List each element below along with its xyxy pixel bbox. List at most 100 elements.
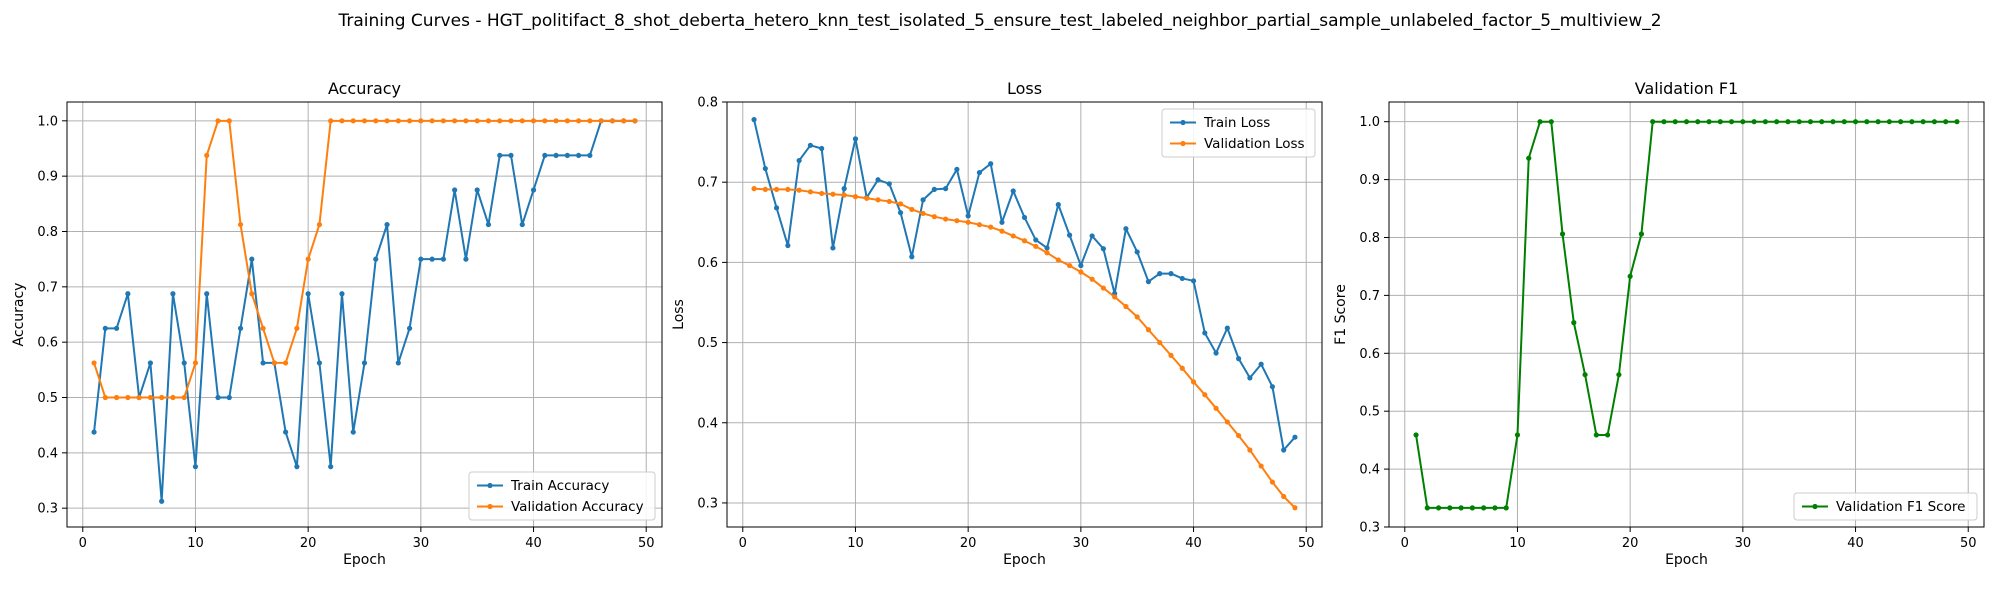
- legend-swatch-marker: [487, 482, 493, 489]
- data-point-train-loss: [785, 242, 791, 249]
- data-point-train-accuracy: [530, 187, 537, 193]
- y-tick-label: 0.3: [1359, 521, 1380, 536]
- data-point-train-accuracy: [587, 152, 593, 159]
- y-tick-label: 0.6: [37, 336, 58, 351]
- data-point-train-loss: [1190, 278, 1197, 284]
- data-point-validation-accuracy: [350, 118, 356, 124]
- x-tick-label: 30: [413, 536, 430, 551]
- data-point-validation-loss: [897, 201, 904, 207]
- data-point-validation-loss: [1112, 294, 1118, 300]
- data-point-train-loss: [1247, 375, 1253, 381]
- data-point-validation-loss: [1168, 352, 1174, 358]
- data-point-train-accuracy: [159, 498, 165, 504]
- axes-frame: [66, 101, 663, 528]
- data-point-train-loss: [1033, 237, 1039, 243]
- loss-panel: 0 10 20 30 40 50 0.3 0.4 0.5 0.6 0.7 0.8 Loss Epoch Lo…: [671, 79, 1323, 568]
- data-point-validation-accuracy: [564, 118, 570, 124]
- y-tick-label: 0.9: [37, 170, 58, 185]
- data-point-train-accuracy: [508, 152, 514, 159]
- data-point-validation-f1-score: [1661, 119, 1667, 125]
- data-point-validation-f1-score: [1886, 119, 1892, 125]
- legend-label-validation-accuracy: Validation Accuracy: [511, 499, 644, 515]
- data-point-train-loss: [897, 210, 904, 216]
- data-point-train-loss: [807, 142, 813, 148]
- x-tick-label: 20: [960, 536, 977, 551]
- data-point-train-loss: [1145, 279, 1152, 285]
- legend-swatch-marker: [1812, 503, 1818, 510]
- data-point-validation-f1-score: [1672, 119, 1678, 125]
- data-point-validation-accuracy: [361, 118, 368, 124]
- data-point-validation-accuracy: [181, 394, 187, 401]
- data-point-validation-accuracy: [440, 118, 446, 124]
- data-point-validation-f1-score: [1481, 505, 1487, 511]
- data-point-validation-accuracy: [113, 394, 120, 401]
- data-point-validation-f1-score: [1954, 119, 1960, 125]
- data-point-validation-loss: [1202, 392, 1208, 398]
- data-point-validation-f1-score: [1841, 119, 1847, 125]
- data-point-train-loss: [1224, 325, 1230, 331]
- data-point-validation-accuracy: [384, 118, 390, 124]
- data-point-validation-loss: [1281, 493, 1287, 500]
- y-tick-label: 0.5: [37, 391, 58, 406]
- data-point-train-accuracy: [429, 256, 435, 262]
- y-axis-label: F1 Score: [1333, 284, 1349, 345]
- data-point-train-loss: [796, 157, 802, 164]
- data-point-validation-loss: [841, 192, 847, 198]
- legend: Validation F1 Score: [1793, 492, 1978, 521]
- y-tick-label: 0.8: [697, 96, 718, 111]
- data-point-train-loss: [886, 181, 892, 187]
- data-point-train-accuracy: [361, 360, 368, 366]
- data-point-validation-loss: [976, 222, 983, 228]
- data-point-train-loss: [875, 177, 881, 183]
- data-point-validation-f1-score: [1458, 505, 1464, 511]
- data-point-validation-accuracy: [147, 394, 153, 401]
- data-point-validation-loss: [931, 214, 937, 220]
- legend-label-train-loss: Train Loss: [1203, 115, 1270, 131]
- y-tick-label: 0.3: [37, 502, 58, 517]
- data-point-validation-f1-score: [1650, 119, 1656, 125]
- data-point-validation-loss: [751, 186, 757, 192]
- data-point-validation-accuracy: [609, 118, 616, 124]
- data-point-train-loss: [988, 161, 994, 167]
- data-point-train-loss: [943, 186, 949, 192]
- data-point-validation-f1-score: [1526, 155, 1532, 161]
- data-point-validation-accuracy: [339, 118, 345, 124]
- data-point-validation-f1-score: [1717, 119, 1723, 125]
- data-point-train-accuracy: [463, 256, 469, 262]
- data-point-train-accuracy: [339, 291, 345, 297]
- data-point-train-loss: [1258, 361, 1264, 367]
- data-point-validation-loss: [1190, 379, 1197, 385]
- data-point-validation-loss: [830, 191, 836, 197]
- data-point-validation-accuracy: [226, 118, 232, 124]
- data-point-validation-loss: [1044, 250, 1050, 256]
- data-point-validation-accuracy: [429, 118, 435, 124]
- data-point-train-loss: [954, 166, 960, 172]
- validation-f1-panel: 0 10 20 30 40 50 0.3 0.4 0.5 0.6 0.7 0.8 0.9 1.0 Valid…: [1333, 79, 1985, 568]
- data-point-validation-f1-score: [1593, 432, 1599, 438]
- y-tick-label: 0.4: [37, 446, 58, 461]
- data-point-validation-f1-score: [1931, 119, 1938, 125]
- data-point-train-accuracy: [564, 152, 570, 159]
- data-point-validation-loss: [886, 198, 892, 205]
- data-point-train-accuracy: [440, 256, 446, 262]
- x-tick-label: 0: [1401, 536, 1409, 551]
- data-point-train-loss: [1055, 202, 1061, 208]
- data-point-validation-f1-score: [1582, 372, 1588, 378]
- data-point-validation-accuracy: [598, 118, 604, 124]
- data-point-validation-accuracy: [474, 118, 480, 124]
- y-tick-label: 0.9: [1359, 173, 1380, 188]
- data-point-validation-loss: [920, 210, 926, 217]
- data-point-train-loss: [1089, 233, 1095, 239]
- data-point-train-accuracy: [294, 464, 300, 470]
- data-point-train-accuracy: [373, 256, 379, 262]
- x-tick-label: 40: [1185, 536, 1202, 551]
- data-point-train-accuracy: [485, 221, 492, 228]
- x-tick-label: 30: [1735, 536, 1752, 551]
- data-point-train-loss: [751, 117, 757, 123]
- data-point-train-accuracy: [406, 325, 413, 331]
- data-point-train-accuracy: [553, 152, 559, 159]
- data-point-validation-loss: [1258, 463, 1264, 469]
- data-point-validation-accuracy: [249, 291, 255, 297]
- data-point-train-loss: [1157, 271, 1163, 277]
